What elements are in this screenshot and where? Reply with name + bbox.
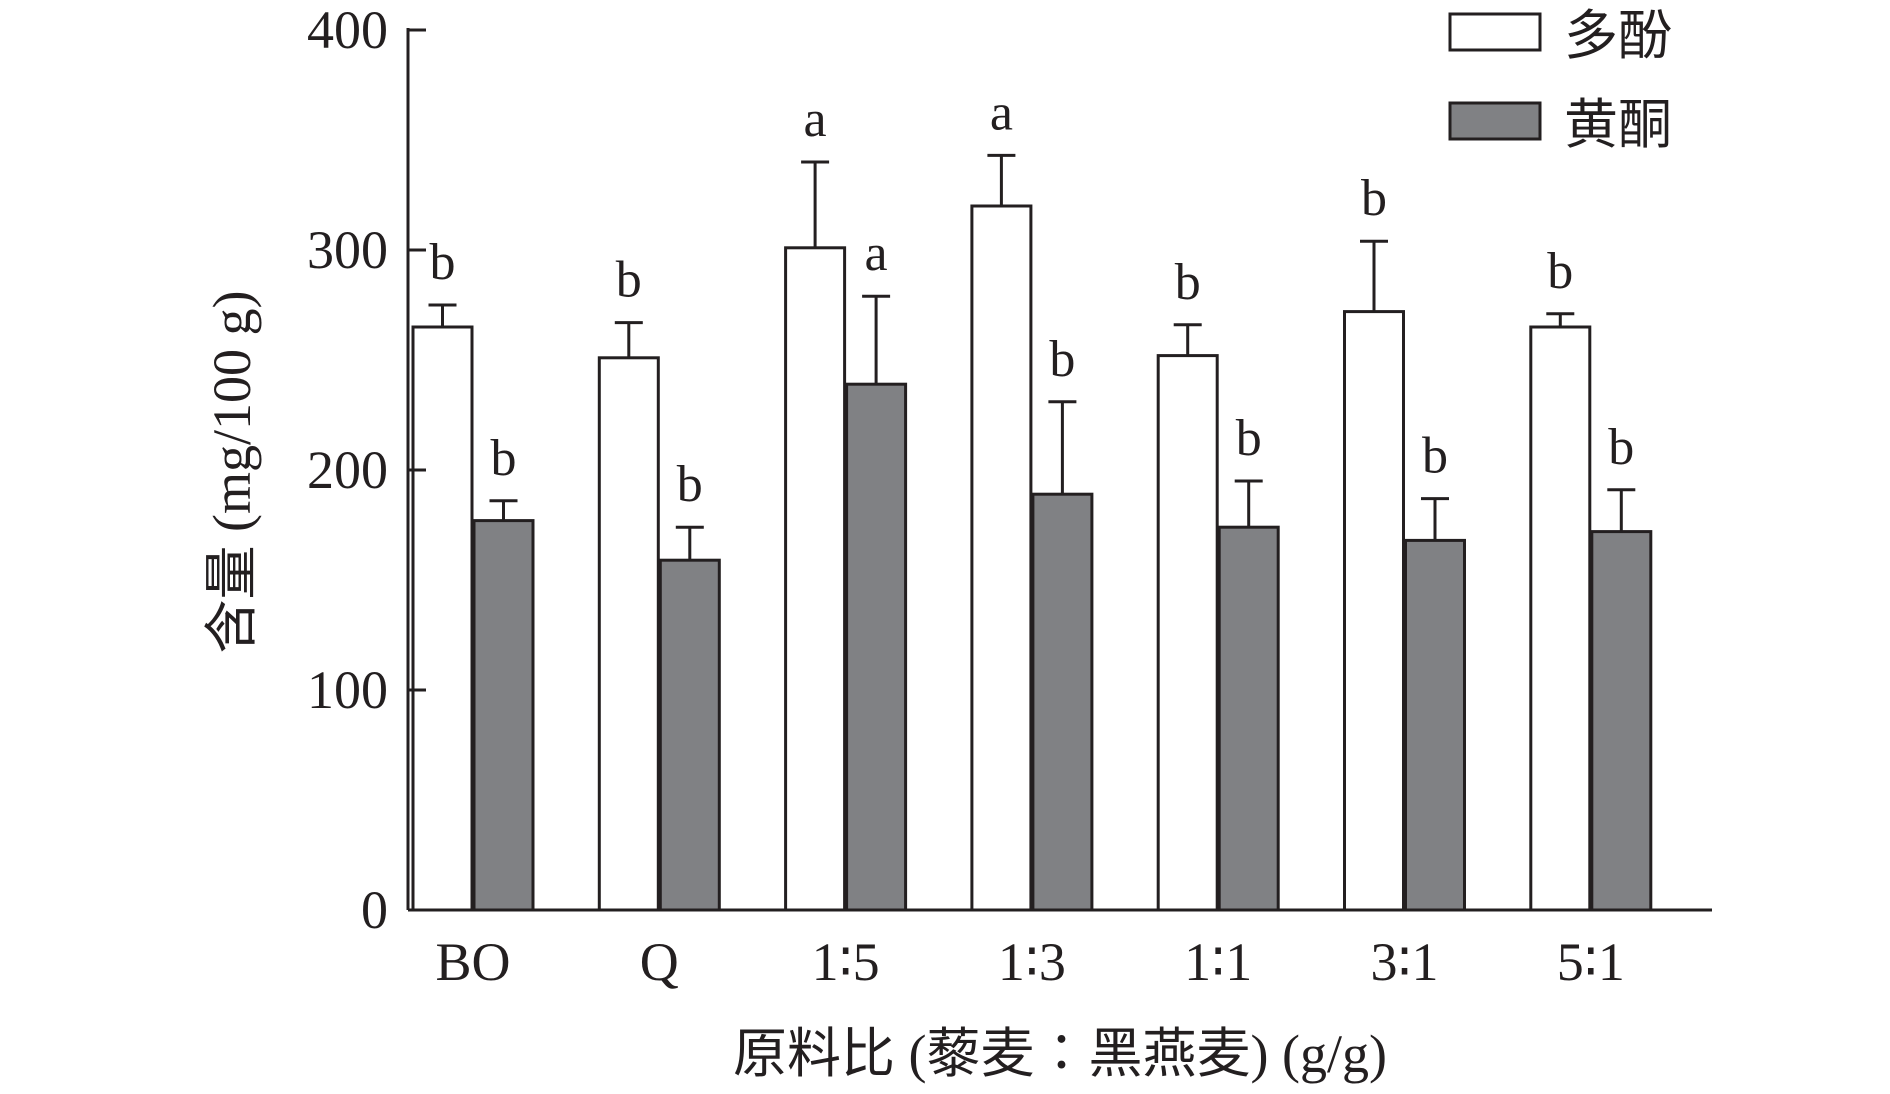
significance-letter: b [430, 234, 456, 291]
y-tick-label: 300 [307, 220, 388, 280]
significance-letter: b [677, 456, 703, 513]
bar-polyphenol [597, 356, 660, 912]
bar-flavonoid [1031, 492, 1094, 912]
bar-flavonoid [845, 382, 908, 912]
significance-letter: a [804, 91, 827, 148]
y-axis-title: 含量 (mg/100 g) [202, 291, 262, 654]
x-category-label: 1∶1 [1184, 932, 1252, 992]
significance-letter: b [616, 252, 642, 309]
x-axis-title: 原料比 (藜麦∶黑燕麦) (g/g) [733, 1024, 1387, 1084]
bar-polyphenol [411, 325, 474, 912]
legend-label-flavonoid: 黄酮 [1564, 95, 1672, 155]
x-category-label: 1∶3 [998, 932, 1066, 992]
bar-flavonoid [1404, 538, 1466, 912]
x-category-label: 1∶5 [812, 932, 880, 992]
legend: 多酚 黄酮 [1448, 6, 1672, 155]
bar-flavonoid [658, 558, 721, 912]
bar-polyphenol [970, 204, 1033, 912]
bar-polyphenol [784, 246, 847, 912]
bar-polyphenol [1156, 354, 1219, 912]
significance-letter: a [990, 84, 1013, 141]
y-tick-label: 200 [307, 440, 388, 500]
x-category-label: 3∶1 [1370, 932, 1438, 992]
x-category-label: BO [435, 932, 510, 992]
legend-label-polyphenol: 多酚 [1564, 6, 1672, 66]
bar-flavonoid [1217, 525, 1280, 912]
legend-swatch-flavonoid [1448, 101, 1542, 141]
significance-letter: b [1361, 170, 1387, 227]
y-tick-label: 400 [307, 0, 388, 60]
bar-polyphenol [1529, 325, 1592, 912]
significance-letter: b [1175, 254, 1201, 311]
y-tick-label: 100 [307, 660, 388, 720]
y-tick-label: 0 [361, 880, 388, 940]
significance-letter: b [1547, 243, 1573, 300]
significance-letter: a [865, 225, 888, 282]
x-category-label: 5∶1 [1557, 932, 1625, 992]
significance-letter: b [1422, 428, 1448, 485]
bar-polyphenol [1343, 310, 1405, 912]
legend-swatch-polyphenol [1448, 12, 1542, 52]
significance-letter: b [1608, 419, 1634, 476]
significance-letter: b [1049, 331, 1075, 388]
x-category-label: Q [640, 932, 679, 992]
bar-flavonoid [472, 519, 535, 912]
bar-flavonoid [1590, 530, 1653, 912]
significance-letter: b [1236, 410, 1262, 467]
significance-letter: b [491, 430, 517, 487]
